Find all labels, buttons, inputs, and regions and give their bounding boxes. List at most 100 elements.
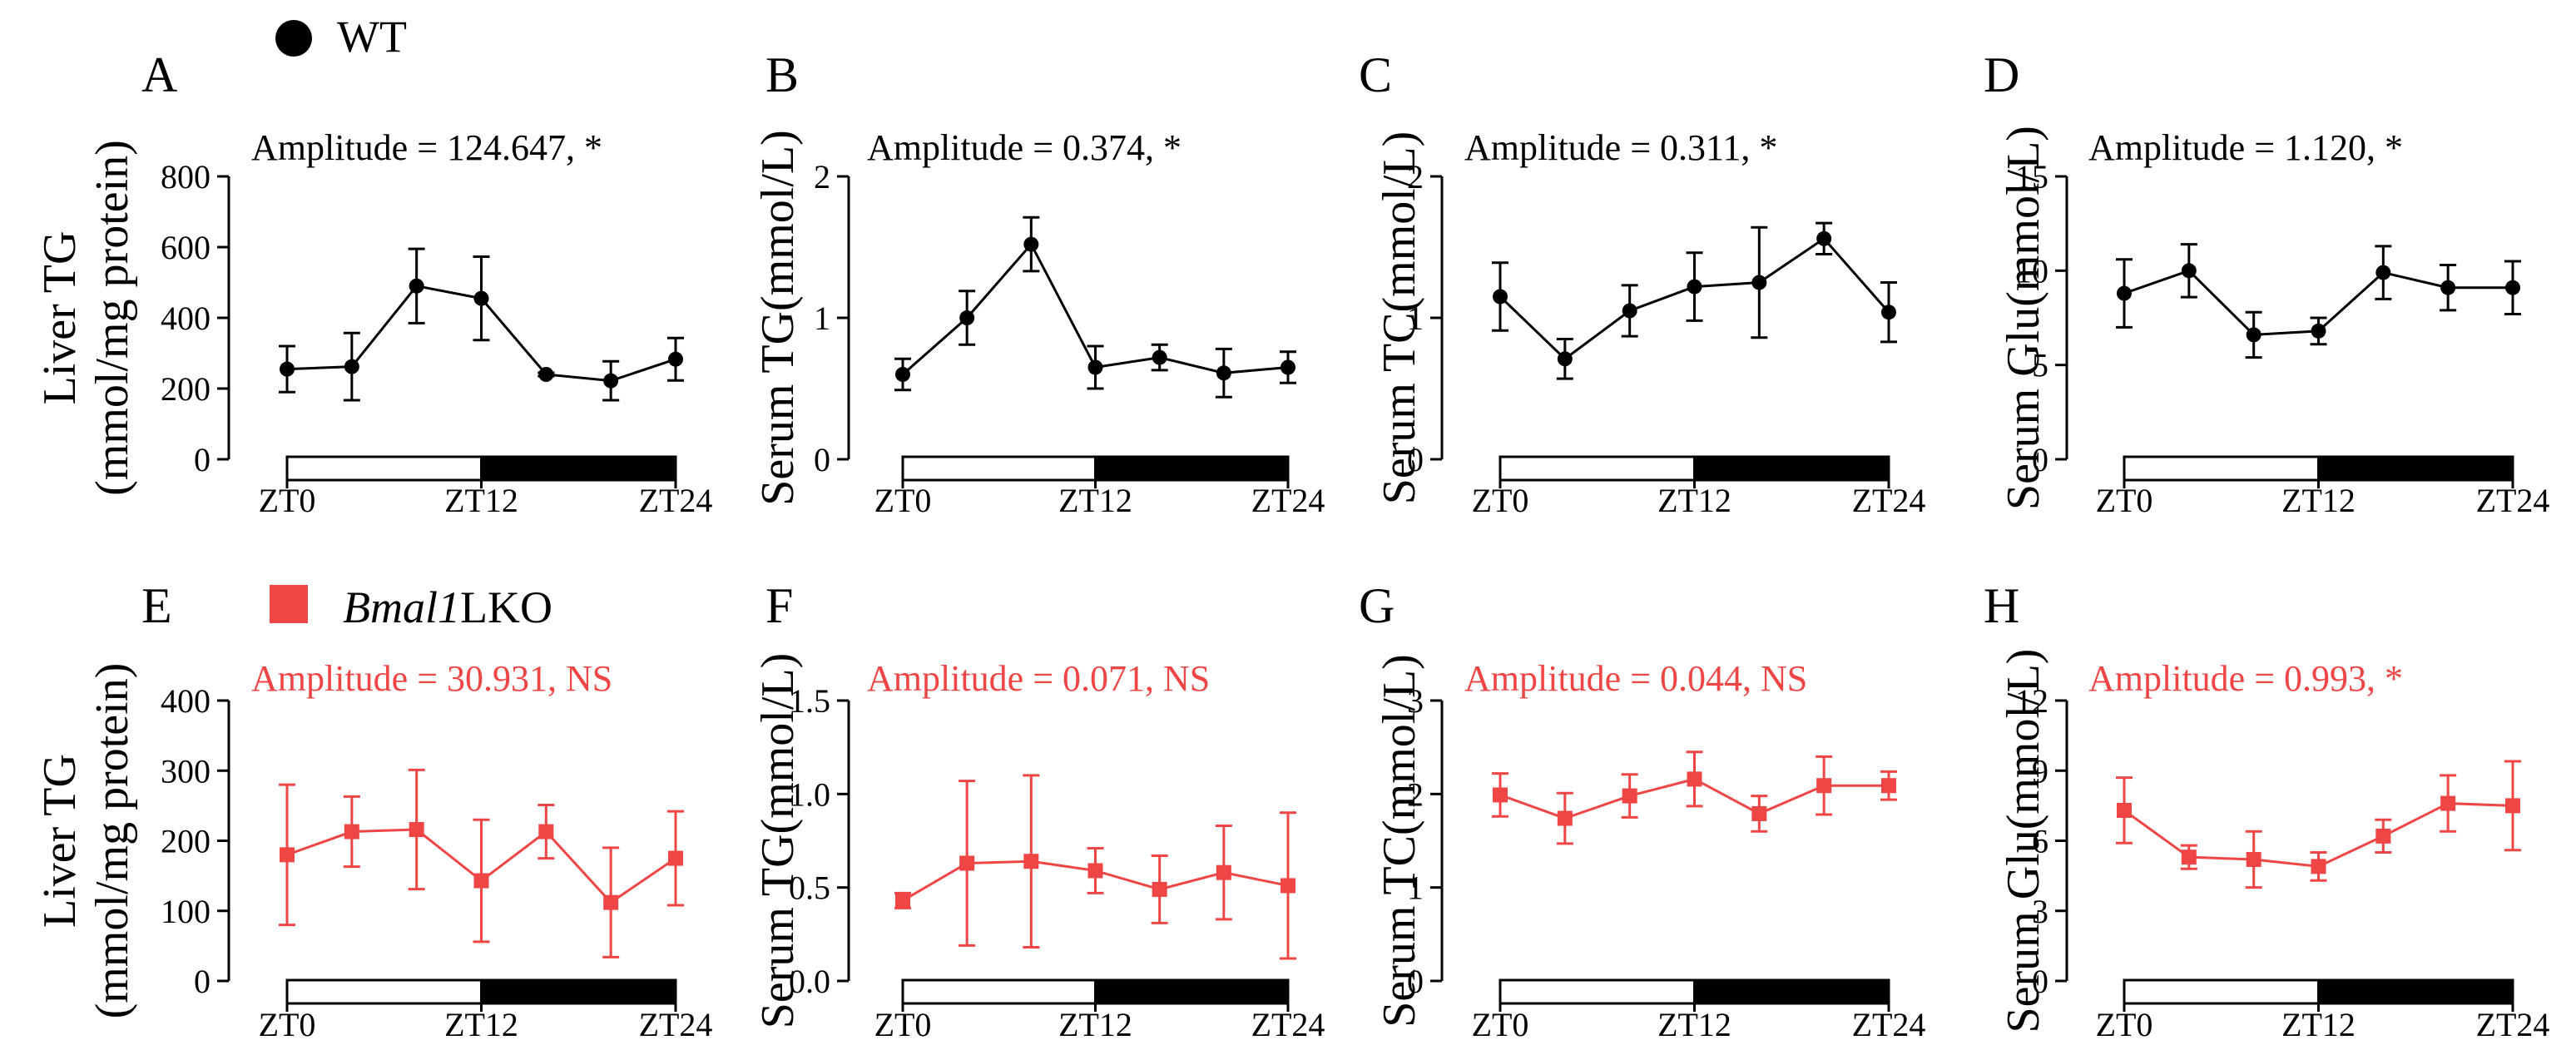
dark-phase-bar — [2317, 455, 2514, 482]
x-tick-label: ZT12 — [1058, 482, 1132, 519]
x-tick-label: ZT0 — [1472, 482, 1529, 519]
data-point — [1152, 349, 1167, 365]
data-point — [2246, 851, 2261, 867]
y-axis-label: Serum TC(mmol/L) — [1374, 131, 1425, 505]
dark-phase-bar — [1693, 455, 1890, 482]
y-axis-label: Serum TC(mmol/L) — [1374, 654, 1425, 1028]
dark-phase-bar — [1094, 978, 1290, 1005]
panel-letter: G — [1359, 578, 1395, 633]
x-tick-label: ZT24 — [2476, 482, 2550, 519]
data-point — [895, 367, 910, 382]
y-tick-label: 15 — [2015, 158, 2048, 196]
y-tick-label: 1.0 — [789, 775, 830, 813]
x-tick-label: ZT0 — [259, 482, 316, 519]
x-tick-label: ZT0 — [874, 1006, 932, 1043]
data-point — [2181, 263, 2197, 279]
panel-g: G Serum TC(mmol/L)0 1 2 3 ZT0 ZT12 ZT24 Amplitud… — [1359, 578, 1925, 1043]
data-point — [2375, 828, 2391, 844]
x-tick-label: ZT12 — [444, 1006, 518, 1043]
data-point — [1816, 778, 1832, 794]
y-tick-label: 10 — [2015, 252, 2048, 290]
y-tick-label: 12 — [2015, 682, 2048, 720]
legend-bmal1lko-marker — [270, 585, 308, 623]
y-axis-label: (mmol/mg protein) — [87, 663, 138, 1019]
y-tick-label: 200 — [161, 823, 211, 860]
y-tick-label: 1 — [814, 300, 830, 337]
dark-phase-bar — [480, 978, 677, 1005]
x-tick-label: ZT24 — [1852, 1006, 1926, 1043]
dark-phase-bar — [2317, 978, 2514, 1005]
panel-letter: A — [141, 47, 177, 102]
data-point — [2117, 802, 2132, 818]
data-point — [1751, 805, 1767, 821]
data-point — [895, 893, 910, 909]
y-tick-label: 200 — [161, 370, 211, 408]
data-point — [1493, 289, 1508, 305]
data-point — [668, 850, 683, 866]
data-point — [1881, 305, 1896, 320]
x-tick-label: ZT12 — [1058, 1006, 1132, 1043]
data-point — [1281, 878, 1295, 894]
data-point — [409, 822, 424, 838]
x-tick-label: ZT12 — [1657, 1006, 1731, 1043]
y-tick-label: 2 — [1407, 775, 1424, 813]
y-tick-label: 100 — [161, 893, 211, 930]
light-phase-bar — [2123, 455, 2320, 482]
dark-phase-bar — [1094, 455, 1290, 482]
dark-phase-bar — [1693, 978, 1890, 1005]
y-tick-label: 0 — [2032, 963, 2048, 1000]
data-point — [1087, 863, 1103, 879]
panel-a: A Liver TG (mmol/mg protein) 0 200 400 600 800 Z… — [34, 47, 712, 519]
y-axis-label: Liver TG — [34, 754, 86, 928]
y-axis-label: Serum Glu(mmol/L) — [1998, 126, 2049, 510]
x-tick-label: ZT24 — [2476, 1006, 2550, 1043]
data-point — [344, 359, 359, 374]
light-phase-bar — [901, 978, 1097, 1005]
panel-f: F Serum TG(mmol/L)0.0 0.5 1.0 1.5 ZT0 ZT12 ZT24… — [752, 578, 1325, 1043]
legend-wt-label: WT — [337, 12, 407, 62]
y-tick-label: 2 — [814, 158, 830, 196]
panel-d: D Serum Glu(mmol/L)0 5 10 15 ZT0 ZT12 ZT24 Ampli… — [1984, 47, 2549, 519]
light-phase-bar — [285, 978, 483, 1005]
y-tick-label: 0 — [1407, 441, 1424, 478]
y-tick-label: 0 — [194, 441, 211, 478]
data-point — [2375, 265, 2391, 280]
x-tick-label: ZT0 — [874, 482, 932, 519]
panel-letter: H — [1984, 578, 2019, 633]
data-point — [1622, 303, 1637, 319]
x-tick-label: ZT12 — [444, 482, 518, 519]
data-point — [473, 873, 489, 889]
data-point — [1881, 778, 1896, 794]
data-point — [2311, 323, 2326, 339]
y-tick-label: 400 — [161, 682, 211, 720]
y-tick-label: 2 — [1407, 158, 1424, 196]
amplitude-annotation: Amplitude = 1.120, * — [2088, 127, 2403, 168]
data-point — [1023, 236, 1039, 252]
panel-letter: E — [141, 578, 172, 633]
data-point — [603, 894, 619, 910]
data-point — [959, 310, 975, 325]
data-point — [409, 278, 424, 294]
panel-h: H Serum Glu(mmol/L)0 3 6 9 12 ZT0 ZT12 ZT24 Ampli… — [1984, 578, 2549, 1043]
y-tick-label: 1 — [1407, 869, 1424, 907]
data-point — [2440, 795, 2456, 811]
amplitude-annotation: Amplitude = 0.311, * — [1464, 127, 1777, 168]
data-point — [280, 847, 295, 863]
data-point — [1087, 359, 1103, 375]
y-tick-label: 0 — [1407, 963, 1424, 1000]
y-axis-label: (mmol/mg protein) — [87, 140, 138, 496]
data-point — [280, 361, 295, 377]
data-point — [603, 373, 619, 389]
x-tick-label: ZT24 — [1852, 482, 1926, 519]
data-point — [1557, 351, 1573, 367]
data-point — [1023, 854, 1039, 869]
y-axis-label: Serum Glu(mmol/L) — [1998, 649, 2049, 1033]
data-point — [668, 351, 683, 367]
panel-b: B Serum TG(mmol/L) 0 1 2 ZT0 ZT12 ZT24 Amplitude… — [752, 47, 1325, 519]
x-tick-label: ZT12 — [1657, 482, 1731, 519]
data-point — [2181, 849, 2197, 865]
panel-letter: D — [1984, 47, 2019, 102]
x-tick-label: ZT24 — [1251, 482, 1325, 519]
